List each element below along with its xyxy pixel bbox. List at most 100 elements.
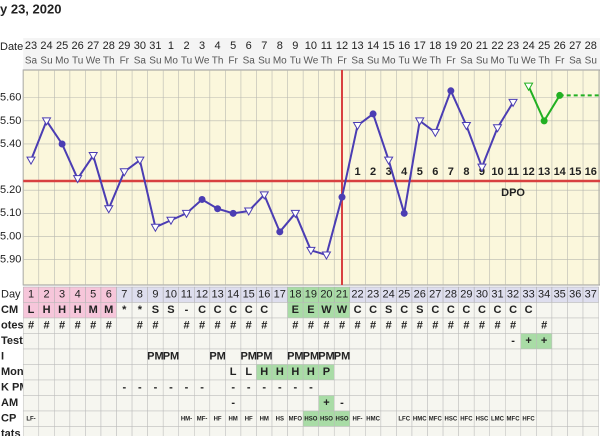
weekday-label: Fr (120, 56, 130, 67)
day-number: 26 (414, 289, 426, 301)
date-label: 15 (383, 40, 395, 52)
table-cell (54, 395, 71, 412)
table-cell (551, 426, 568, 436)
table-cell (162, 364, 179, 381)
temperature-point (214, 205, 222, 213)
table-cell (318, 333, 335, 350)
table-cell (225, 348, 242, 365)
row-label: CM (1, 304, 18, 316)
temperature-point (430, 128, 441, 138)
table-cell (194, 395, 211, 412)
weekday-label: Th (538, 56, 550, 67)
table-cell (194, 348, 211, 365)
table-cell (551, 395, 568, 412)
cell-text: - (122, 382, 126, 394)
table-cell (209, 426, 226, 436)
table-cell (69, 348, 86, 365)
cell-text: PM (256, 351, 273, 363)
table-cell (147, 364, 164, 381)
table-cell (520, 395, 537, 412)
y-tick-label: 5.90 (0, 253, 21, 265)
day-number: 12 (196, 289, 208, 301)
date-label: 30 (134, 40, 146, 52)
cell-text: - (340, 397, 344, 409)
weekday-label: Fr (555, 56, 565, 67)
dpo-label: 1 (354, 166, 360, 178)
cell-text: C (431, 304, 439, 316)
table-cell (302, 426, 319, 436)
table-cell (349, 364, 366, 381)
cell-text: PM (209, 351, 226, 363)
temperature-point (276, 228, 284, 236)
cell-text: HF (214, 416, 222, 422)
table-cell (131, 364, 148, 381)
table-cell (131, 348, 148, 365)
weekday-label: Sa (460, 56, 473, 67)
temperature-point (166, 216, 176, 226)
table-cell (551, 410, 568, 427)
cell-text: HSC (445, 416, 458, 422)
table-cell (427, 333, 444, 350)
cell-text: # (292, 320, 298, 332)
table-cell (473, 333, 490, 350)
table-cell (162, 426, 179, 436)
weekday-label: Th (321, 56, 333, 67)
cell-text: * (122, 304, 127, 316)
cell-text: # (230, 320, 236, 332)
cell-text: M (89, 304, 98, 316)
table-cell (54, 364, 71, 381)
table-cell (582, 379, 599, 396)
row-label: I (1, 351, 4, 363)
day-number: 25 (398, 289, 410, 301)
date-label: 2 (183, 40, 189, 52)
date-label: 27 (569, 40, 581, 52)
temperature-point (492, 124, 503, 133)
cell-text: # (510, 320, 516, 332)
table-cell (489, 395, 506, 412)
table-cell (505, 364, 522, 381)
day-number: 8 (137, 289, 143, 301)
cell-text: H (43, 304, 51, 316)
cell-text: # (463, 320, 469, 332)
table-cell (209, 364, 226, 381)
table-cell (411, 364, 428, 381)
y-tick-label: 5.10 (0, 207, 21, 219)
table-cell (271, 302, 288, 319)
cell-text: C (214, 304, 222, 316)
table-cell (567, 302, 584, 319)
table-cell (194, 333, 211, 350)
date-label: 21 (476, 40, 488, 52)
table-cell (536, 302, 553, 319)
table-cell (349, 379, 366, 396)
cell-text: S (152, 304, 159, 316)
table-cell (38, 410, 55, 427)
table-cell (536, 379, 553, 396)
table-cell (536, 410, 553, 427)
dpo-label: 5 (417, 166, 423, 178)
table-cell (54, 333, 71, 350)
cell-text: # (152, 320, 158, 332)
table-cell (582, 348, 599, 365)
cell-text: # (261, 320, 267, 332)
table-cell (567, 333, 584, 350)
cell-text: H (260, 366, 268, 378)
cell-text: C (354, 304, 362, 316)
cell-text: P (323, 366, 330, 378)
date-label: 1 (168, 40, 174, 52)
cell-text: # (90, 320, 96, 332)
table-cell (162, 333, 179, 350)
cell-text: # (448, 320, 454, 332)
cell-text: * (138, 304, 143, 316)
date-label: 16 (398, 40, 410, 52)
table-cell (567, 395, 584, 412)
temperature-point (447, 87, 455, 95)
table-cell (287, 426, 304, 436)
cell-text: # (215, 320, 221, 332)
temperature-point (259, 191, 270, 200)
day-number: 16 (258, 289, 270, 301)
cell-text: S (416, 304, 423, 316)
table-cell (551, 317, 568, 334)
table-cell (54, 426, 71, 436)
temperature-point (150, 223, 161, 233)
table-cell (396, 379, 413, 396)
